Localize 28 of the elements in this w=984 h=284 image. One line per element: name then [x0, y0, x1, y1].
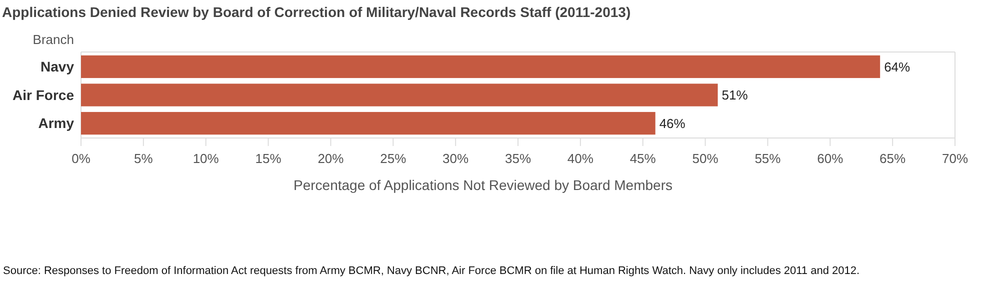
y-tick-label: Navy	[40, 58, 74, 75]
data-label: 51%	[722, 88, 748, 103]
x-tick-label: 55%	[754, 151, 782, 166]
x-tick-label: 0%	[72, 151, 91, 166]
x-tick-label: 65%	[880, 151, 906, 166]
y-tick-label: Air Force	[12, 86, 74, 103]
x-tick-label: 30%	[442, 151, 470, 166]
x-tick-label: 10%	[192, 151, 220, 166]
x-tick-label: 70%	[942, 151, 968, 166]
x-tick-label: 20%	[318, 151, 344, 166]
data-label: 64%	[884, 59, 911, 74]
bar	[81, 84, 718, 106]
x-tick-label: 60%	[817, 151, 844, 166]
y-tick-label: Army	[38, 115, 74, 132]
x-axis-title: Percentage of Applications Not Reviewed by Board Members	[294, 177, 672, 193]
data-label: 46%	[659, 116, 686, 131]
y-axis-title: Branch	[32, 32, 74, 47]
bar	[81, 112, 656, 135]
x-tick-label: 45%	[630, 151, 656, 166]
x-tick-label: 5%	[134, 151, 154, 166]
x-tick-label: 50%	[692, 151, 719, 166]
x-tick-label: 25%	[380, 151, 407, 166]
x-tick-label: 40%	[567, 151, 594, 166]
x-tick-label: 35%	[504, 151, 532, 166]
source-note: Source: Responses to Freedom of Information Act requests from Army BCMR, Navy BCNR, Air Force BCMR on file at Human Rights Watch. Navy only includes 2011 and 2012.	[3, 265, 860, 277]
bar	[81, 55, 880, 78]
chart-title: Applications Denied Review by Board of Correction of Military/Naval Records Staff (2011-2013)	[2, 4, 631, 20]
x-tick-label: 15%	[255, 151, 282, 166]
